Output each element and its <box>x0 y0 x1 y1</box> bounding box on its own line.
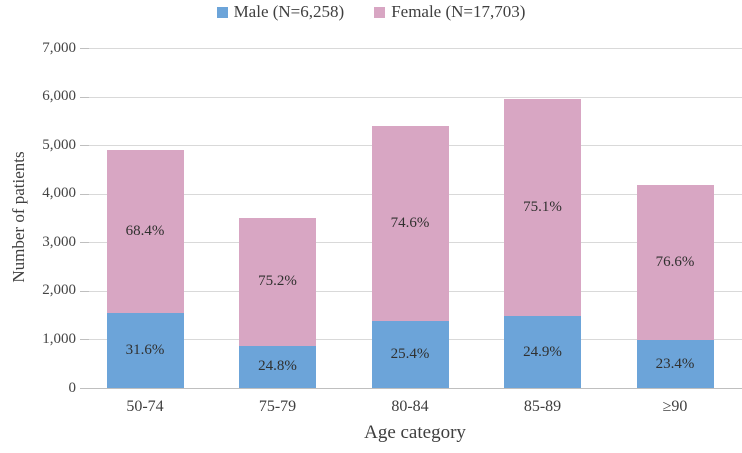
y-tick-label: 5,000 <box>42 136 76 153</box>
y-tick-mark <box>80 145 89 147</box>
x-tick-label: 75-79 <box>258 398 297 415</box>
y-tick-mark <box>80 242 89 244</box>
legend: Male (N=6,258) Female (N=17,703) <box>0 2 742 22</box>
segment-percent-label: 24.8% <box>258 358 297 375</box>
y-tick-mark <box>80 193 89 195</box>
gridline <box>89 48 742 49</box>
bar-85-89: 75.1% 24.9% <box>504 99 581 388</box>
legend-item-female: Female (N=17,703) <box>374 2 525 22</box>
bar-50-74: 68.4% 31.6% <box>106 150 184 388</box>
y-tick-label: 2,000 <box>42 282 76 299</box>
gridline <box>89 96 742 98</box>
y-tick-mark <box>80 290 89 292</box>
y-tick-label: 6,000 <box>42 88 76 105</box>
y-tick-mark <box>80 339 89 341</box>
legend-label-male: Male (N=6,258) <box>233 2 345 21</box>
x-tick-label: ≥90 <box>662 398 688 415</box>
x-tick-label: 85-89 <box>523 398 562 415</box>
segment-percent-label: 31.6% <box>125 341 165 358</box>
segment-male: 25.4% <box>371 321 449 388</box>
segment-male: 23.4% <box>636 340 714 388</box>
y-tick-label: 7,000 <box>42 39 76 56</box>
y-tick-label: 4,000 <box>42 185 76 202</box>
segment-female: 76.6% <box>636 184 714 341</box>
male-swatch-icon <box>216 6 228 18</box>
y-tick-mark <box>80 48 89 49</box>
bar-≥90: 76.6% 23.4% <box>636 184 714 388</box>
y-tick-label: 0 <box>68 379 77 396</box>
segment-female: 74.6% <box>371 125 449 322</box>
segment-percent-label: 76.6% <box>655 253 695 270</box>
segment-percent-label: 25.4% <box>390 346 430 363</box>
y-tick-label: 3,000 <box>42 233 76 250</box>
x-axis-line <box>80 388 742 389</box>
segment-percent-label: 75.2% <box>258 273 297 290</box>
x-tick-label: 50-74 <box>126 398 164 415</box>
segment-female: 75.2% <box>239 218 316 346</box>
y-tick-mark <box>80 96 89 98</box>
legend-item-male: Male (N=6,258) <box>216 2 345 22</box>
segment-female: 68.4% <box>106 150 184 313</box>
x-tick-label: 80-84 <box>391 398 429 415</box>
bar-75-79: 75.2% 24.8% <box>239 218 316 388</box>
segment-female: 75.1% <box>504 99 581 317</box>
legend-label-female: Female (N=17,703) <box>391 2 526 21</box>
x-axis-title: Age category <box>364 422 466 443</box>
y-tick-label: 1,000 <box>42 330 76 347</box>
segment-male: 24.8% <box>239 345 316 388</box>
segment-percent-label: 24.9% <box>523 343 562 360</box>
segment-male: 24.9% <box>504 316 581 388</box>
female-swatch-icon <box>374 6 386 18</box>
segment-percent-label: 23.4% <box>655 355 695 372</box>
segment-percent-label: 75.1% <box>523 199 562 216</box>
bar-80-84: 74.6% 25.4% <box>371 125 449 388</box>
segment-percent-label: 68.4% <box>125 222 165 239</box>
segment-male: 31.6% <box>106 312 184 388</box>
segment-percent-label: 74.6% <box>390 215 430 232</box>
